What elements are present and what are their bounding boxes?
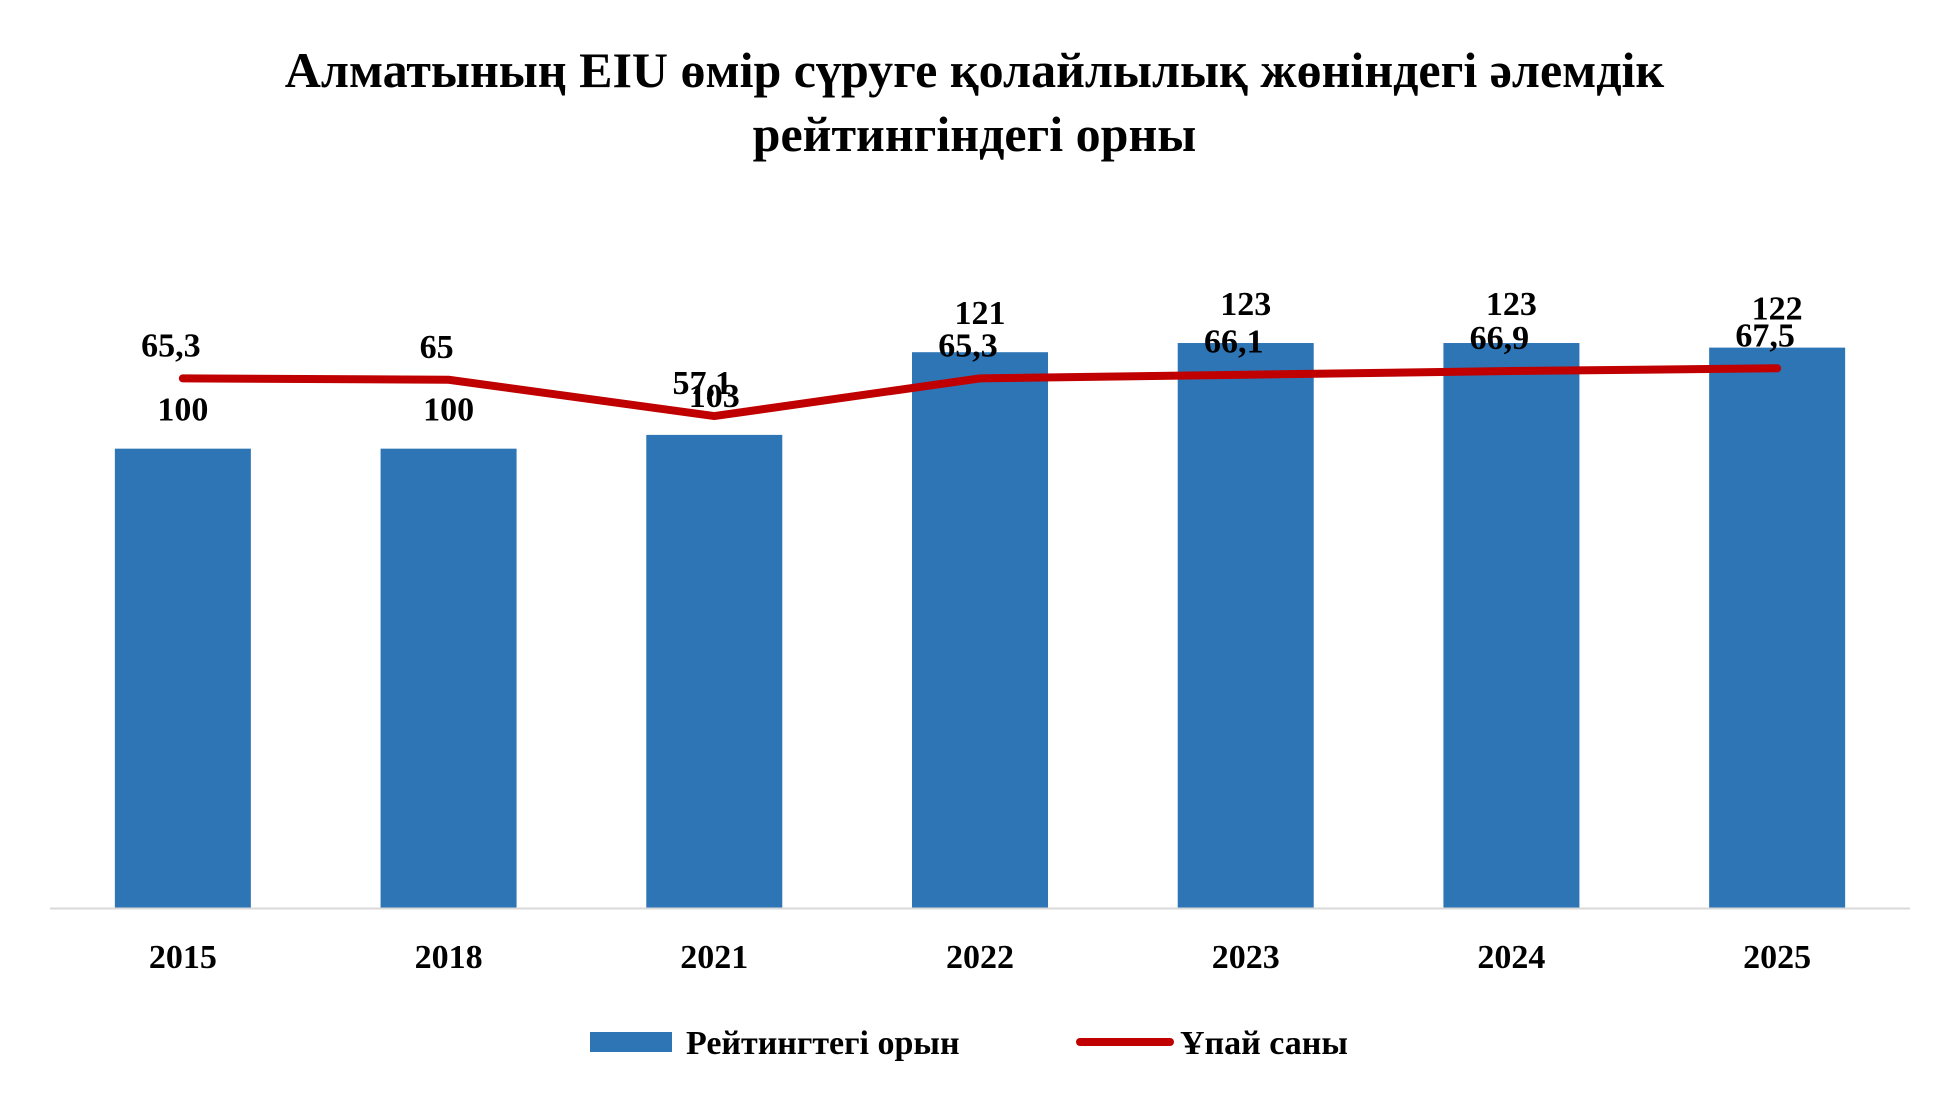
line-data-labels: 65,3 65 57,1 65,3 66,1 66,9 67,5 [141, 317, 1795, 402]
bar-label-2023: 123 [1220, 286, 1271, 323]
bar-label-2021: 103 [689, 378, 740, 415]
bar-data-labels: 100 100 103 121 123 123 122 [157, 286, 1802, 429]
line-label-2015: 65,3 [141, 327, 201, 364]
bar-label-2022: 121 [955, 295, 1006, 332]
line-label-2024: 66,9 [1470, 320, 1530, 357]
bar-series [114, 343, 1846, 908]
bar-2022 [912, 352, 1048, 908]
bar-2025 [1709, 347, 1846, 908]
bar-label-2015: 100 [157, 392, 208, 429]
bar-label-2018: 100 [423, 392, 474, 429]
chart-title-line-1: Алматының EIU өмір сүруге қолайлылық жөн… [284, 42, 1665, 98]
legend-label-line: Ұпай саны [1180, 1025, 1348, 1062]
x-tick-2022: 2022 [946, 939, 1014, 976]
line-series-score [178, 364, 1782, 421]
legend-swatch-bar [590, 1032, 672, 1052]
bar-2024 [1443, 343, 1580, 908]
bar-label-2025: 122 [1752, 291, 1803, 328]
chart-title-line-2: рейтингіндегі орны [752, 106, 1197, 162]
bar-2015 [114, 448, 251, 908]
legend-label-bar: Рейтингтегі орын [686, 1025, 960, 1062]
x-tick-2018: 2018 [415, 939, 483, 976]
line-label-2022: 65,3 [938, 327, 998, 364]
line-label-2023: 66,1 [1204, 324, 1264, 361]
legend: Рейтингтегі орын Ұпай саны [590, 1025, 1348, 1062]
bar-2021 [646, 434, 783, 908]
bar-label-2024: 123 [1486, 286, 1537, 323]
bar-2018 [380, 448, 517, 908]
line-label-2025: 67,5 [1735, 317, 1795, 354]
x-tick-2023: 2023 [1212, 939, 1280, 976]
chart-title: Алматының EIU өмір сүруге қолайлылық жөн… [0, 38, 1949, 166]
bar-2023 [1177, 343, 1314, 908]
x-tick-2025: 2025 [1743, 939, 1811, 976]
x-tick-2021: 2021 [680, 939, 748, 976]
x-tick-2015: 2015 [149, 939, 217, 976]
x-tick-2024: 2024 [1477, 939, 1545, 976]
x-axis-tick-labels: 2015 2018 2021 2022 2023 2024 2025 [149, 939, 1811, 976]
line-label-2018: 65 [420, 329, 454, 366]
line-label-2021: 57,1 [673, 365, 733, 402]
